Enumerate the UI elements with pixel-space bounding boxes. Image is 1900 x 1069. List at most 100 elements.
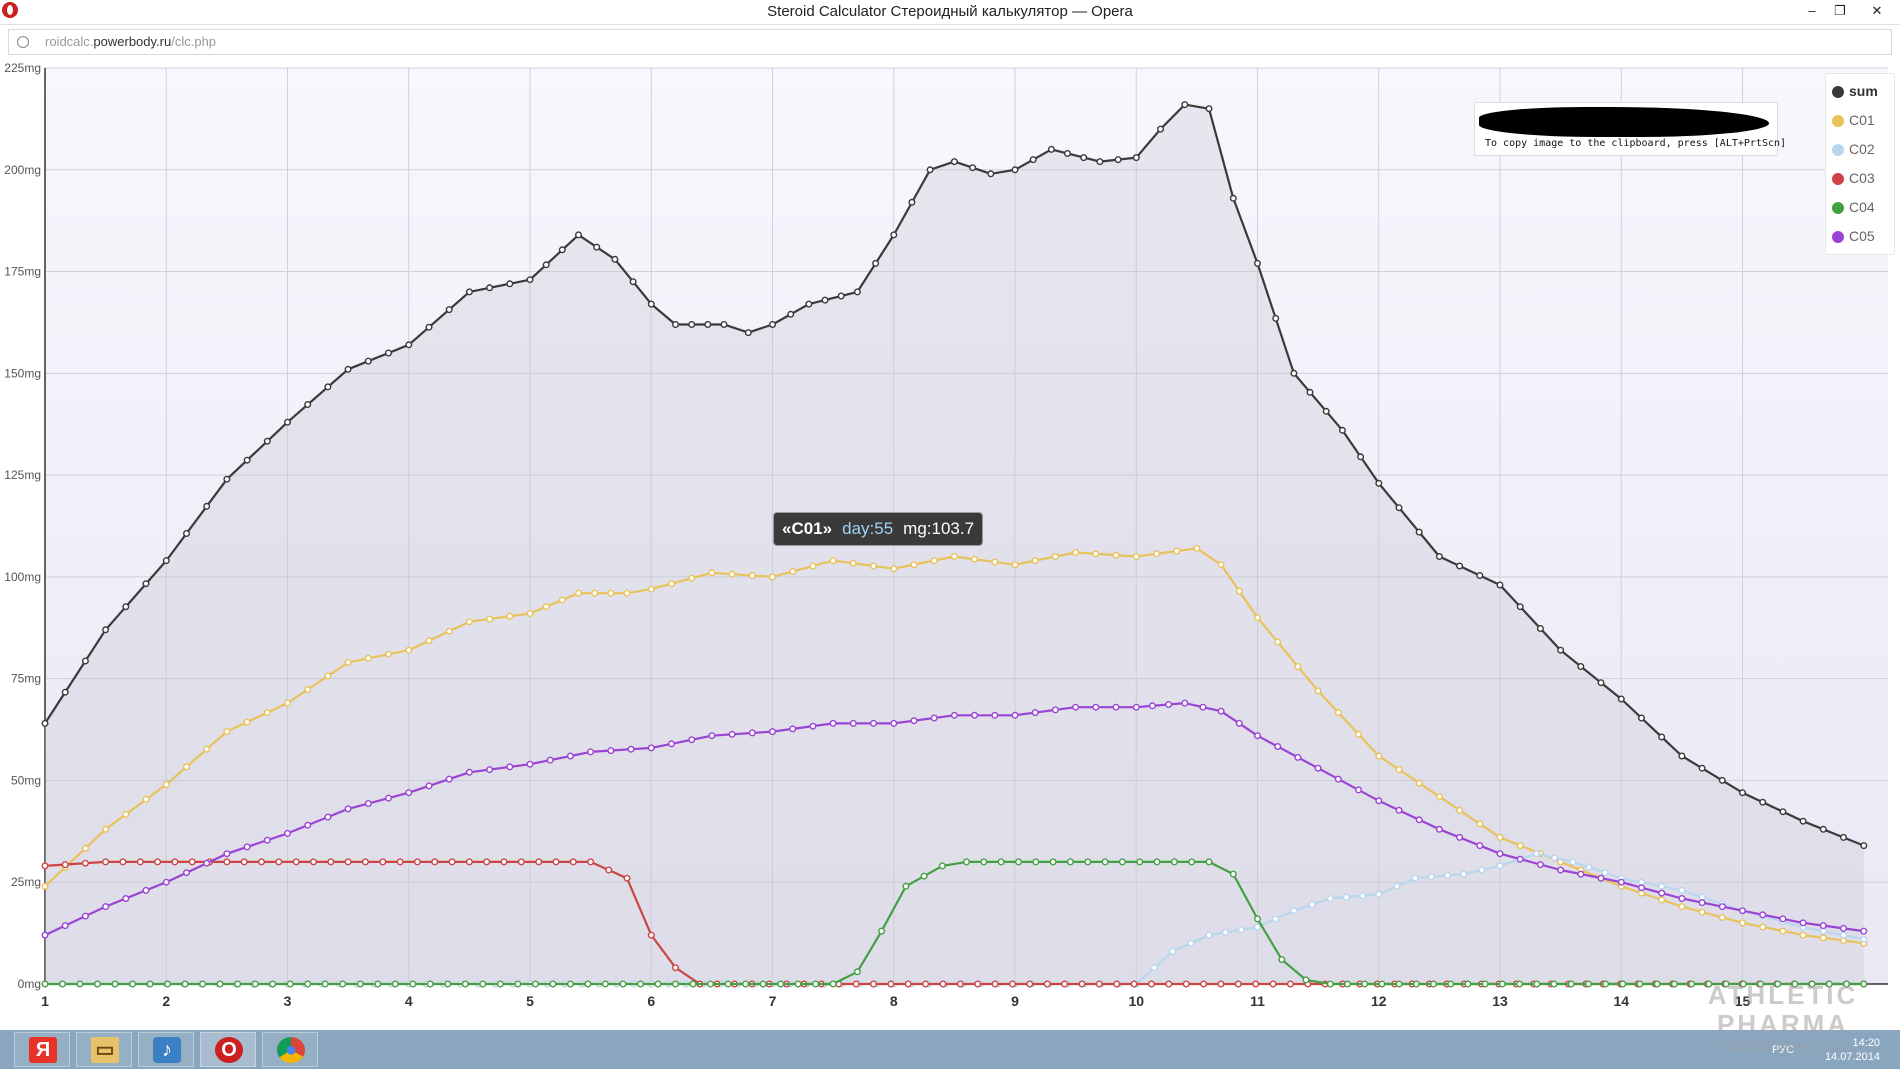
- data-point-C02: [1819, 927, 1827, 935]
- taskbar-chrome-button[interactable]: ●: [262, 1032, 318, 1067]
- data-point-C05: [102, 903, 110, 911]
- data-point-sum: [1096, 158, 1104, 166]
- data-point-C03: [1200, 980, 1208, 988]
- data-point-C04: [549, 980, 557, 988]
- legend-item-C03[interactable]: C03: [1832, 167, 1875, 189]
- data-point-C04: [566, 980, 574, 988]
- data-point-C05: [1235, 719, 1243, 727]
- data-point-sum: [1375, 479, 1383, 487]
- data-point-sum: [506, 280, 514, 288]
- data-point-sum: [1516, 603, 1524, 611]
- url-text[interactable]: roidcalc.powerbody.ru/clc.php: [45, 34, 216, 49]
- legend-item-C04[interactable]: C04: [1832, 196, 1875, 218]
- data-point-C01: [769, 573, 777, 581]
- data-point-C04: [1378, 980, 1386, 988]
- data-point-C05: [162, 878, 170, 886]
- data-point-sum: [1415, 528, 1423, 536]
- data-point-C04: [853, 968, 861, 976]
- tray-language[interactable]: РУС: [1772, 1044, 1795, 1056]
- data-point-sum: [1536, 625, 1544, 633]
- data-point-C01: [789, 568, 797, 576]
- series-line-C05: [44, 702, 1864, 937]
- x-tick-label: 2: [162, 993, 170, 1009]
- x-tick-label: 11: [1250, 993, 1265, 1009]
- x-tick-label: 15: [1735, 993, 1751, 1009]
- data-point-C05: [41, 931, 49, 939]
- data-point-sum: [647, 300, 655, 308]
- legend-dot-icon: [1832, 115, 1844, 127]
- y-tick-label: 225mg: [4, 61, 41, 75]
- watermark: ATHLETIC PHARMA AthleticPharma.com: [1668, 980, 1898, 1069]
- data-point-C05: [566, 752, 574, 760]
- data-point-C05: [1597, 874, 1605, 882]
- data-point-C05: [1253, 732, 1261, 740]
- data-point-sum: [1205, 105, 1213, 113]
- data-point-C01: [623, 589, 631, 597]
- data-point-C05: [526, 760, 534, 768]
- data-point-sum: [1156, 125, 1164, 133]
- data-point-C03: [870, 980, 878, 988]
- data-point-C02: [1698, 893, 1706, 901]
- data-point-C01: [182, 763, 190, 771]
- data-point-C03: [852, 980, 860, 988]
- data-point-C02: [1150, 964, 1158, 972]
- data-point-C03: [327, 858, 335, 866]
- taskbar-opera-button[interactable]: O: [200, 1032, 256, 1067]
- taskbar-yandex-button[interactable]: Я: [14, 1032, 70, 1067]
- legend-label: C05: [1849, 228, 1875, 244]
- restore-button[interactable]: ❐: [1834, 3, 1846, 18]
- data-point-C04: [234, 980, 242, 988]
- data-point-C03: [1147, 980, 1155, 988]
- site-info-icon[interactable]: [17, 36, 29, 48]
- legend-item-C02[interactable]: C02: [1832, 138, 1875, 160]
- close-button[interactable]: ✕: [1871, 3, 1883, 18]
- data-point-C05: [607, 747, 615, 755]
- tray-clock[interactable]: 14:20 14.07.2014: [1825, 1036, 1880, 1064]
- data-point-C04: [997, 858, 1005, 866]
- data-point-C05: [122, 895, 130, 903]
- legend-item-C05[interactable]: C05: [1832, 225, 1875, 247]
- data-point-sum: [1476, 572, 1484, 580]
- taskbar-explorer-button[interactable]: ▭: [76, 1032, 132, 1067]
- data-point-C01: [1173, 547, 1181, 555]
- data-point-C01: [1658, 896, 1666, 904]
- data-point-sum: [203, 502, 211, 510]
- data-point-C01: [1051, 553, 1059, 561]
- address-bar[interactable]: roidcalc.powerbody.ru/clc.php: [8, 29, 1892, 55]
- data-point-C04: [41, 980, 49, 988]
- data-point-C04: [1602, 980, 1610, 988]
- opera-logo-icon[interactable]: [2, 2, 18, 18]
- data-point-sum: [821, 296, 829, 304]
- legend-item-C01[interactable]: C01: [1832, 109, 1875, 131]
- minimize-button[interactable]: ‒: [1808, 3, 1816, 18]
- data-point-C04: [794, 980, 802, 988]
- data-point-C04: [1705, 980, 1713, 988]
- data-point-sum: [263, 437, 271, 445]
- data-point-C03: [102, 858, 110, 866]
- data-point-sum: [1678, 752, 1686, 760]
- data-point-C03: [1026, 980, 1034, 988]
- data-point-C01: [1738, 919, 1746, 927]
- data-point-C04: [496, 980, 504, 988]
- data-point-C01: [1759, 923, 1767, 931]
- data-point-C05: [1294, 753, 1302, 761]
- legend-item-sum[interactable]: sum: [1832, 80, 1878, 102]
- data-point-sum: [1799, 817, 1807, 825]
- data-point-C03: [1269, 980, 1277, 988]
- taskbar-sound-button[interactable]: ♪: [138, 1032, 194, 1067]
- data-point-C01: [1698, 908, 1706, 916]
- data-point-C04: [1188, 858, 1196, 866]
- data-point-C02: [1205, 931, 1213, 939]
- data-point-sum: [81, 657, 89, 665]
- data-point-C04: [59, 980, 67, 988]
- data-point-C03: [672, 964, 680, 972]
- copy-image-box: To copy image to the clipboard, press [A…: [1474, 102, 1786, 156]
- data-point-C01: [465, 618, 473, 626]
- data-point-sum: [629, 278, 637, 286]
- data-point-sum: [405, 341, 413, 349]
- data-point-C04: [1361, 980, 1369, 988]
- data-point-C03: [361, 858, 369, 866]
- data-point-C04: [1550, 980, 1558, 988]
- data-point-sum: [102, 626, 110, 634]
- data-point-C01: [81, 844, 89, 852]
